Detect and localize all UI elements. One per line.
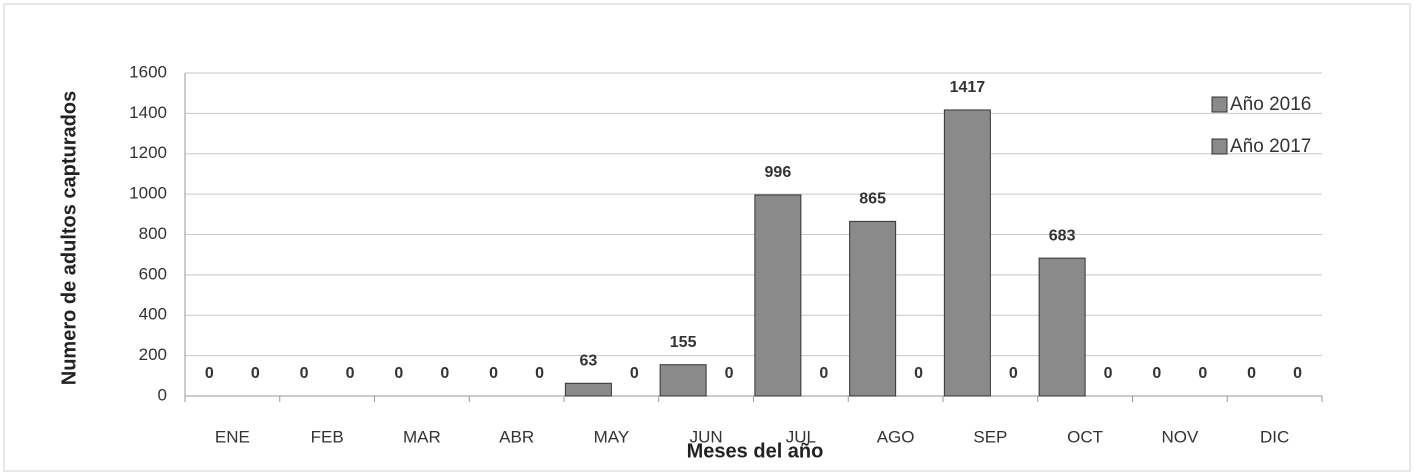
data-label: 0 xyxy=(251,365,260,382)
x-tick-label: MAR xyxy=(403,427,441,446)
data-label: 0 xyxy=(535,365,544,382)
data-label: 155 xyxy=(670,334,697,351)
data-label: 0 xyxy=(394,365,403,382)
data-label: 0 xyxy=(300,365,309,382)
x-tick-label: AGO xyxy=(877,427,915,446)
data-label: 996 xyxy=(765,164,792,181)
legend-label: Año 2017 xyxy=(1230,136,1311,157)
x-axis-title: Meses del año xyxy=(687,440,824,462)
x-tick-label: JUN xyxy=(690,427,723,446)
y-tick-label: 1000 xyxy=(129,184,167,203)
x-tick-label: JUL xyxy=(786,427,816,446)
data-label: 0 xyxy=(205,365,214,382)
data-label: 683 xyxy=(1049,227,1076,244)
data-label: 0 xyxy=(1104,365,1113,382)
data-label: 63 xyxy=(579,353,597,370)
y-tick-label: 1400 xyxy=(129,103,167,122)
bar xyxy=(659,364,707,397)
x-tick-label: DIC xyxy=(1260,427,1289,446)
data-label: 0 xyxy=(1009,365,1018,382)
x-tick-label: SEP xyxy=(973,427,1007,446)
data-label: 0 xyxy=(1152,365,1161,382)
data-label: 0 xyxy=(1247,365,1256,382)
bar xyxy=(943,109,991,397)
x-tick-label: NOV xyxy=(1161,427,1199,446)
y-tick-label: 0 xyxy=(158,385,167,404)
x-tick-label: ENE xyxy=(215,427,250,446)
data-label: 0 xyxy=(914,365,923,382)
data-label: 0 xyxy=(440,365,449,382)
bar xyxy=(754,194,802,397)
x-tick-label: MAY xyxy=(594,427,630,446)
y-tick-label: 800 xyxy=(139,224,167,243)
x-tick-label: FEB xyxy=(311,427,344,446)
data-label: 0 xyxy=(1293,365,1302,382)
data-label: 0 xyxy=(1198,365,1207,382)
y-tick-label: 1200 xyxy=(129,143,167,162)
legend-label: Año 2016 xyxy=(1230,94,1311,115)
data-label: 0 xyxy=(725,365,734,382)
data-label: 0 xyxy=(489,365,498,382)
legend-swatch xyxy=(1211,138,1228,155)
data-label: 865 xyxy=(859,191,886,208)
data-label: 0 xyxy=(630,365,639,382)
x-tick-label: ABR xyxy=(499,427,534,446)
data-label: 1417 xyxy=(950,79,986,96)
data-label: 0 xyxy=(819,365,828,382)
y-tick-label: 400 xyxy=(139,305,167,324)
y-tick-label: 600 xyxy=(139,264,167,283)
legend-swatch xyxy=(1211,96,1228,113)
bar xyxy=(564,382,612,397)
bar xyxy=(1038,257,1086,397)
bar xyxy=(849,220,897,397)
x-tick-label: OCT xyxy=(1067,427,1103,446)
y-tick-label: 1600 xyxy=(129,62,167,81)
y-tick-label: 200 xyxy=(139,345,167,364)
chart-border xyxy=(3,3,1411,472)
data-label: 0 xyxy=(346,365,355,382)
y-axis-title: Numero de adultos capturados xyxy=(58,91,80,386)
